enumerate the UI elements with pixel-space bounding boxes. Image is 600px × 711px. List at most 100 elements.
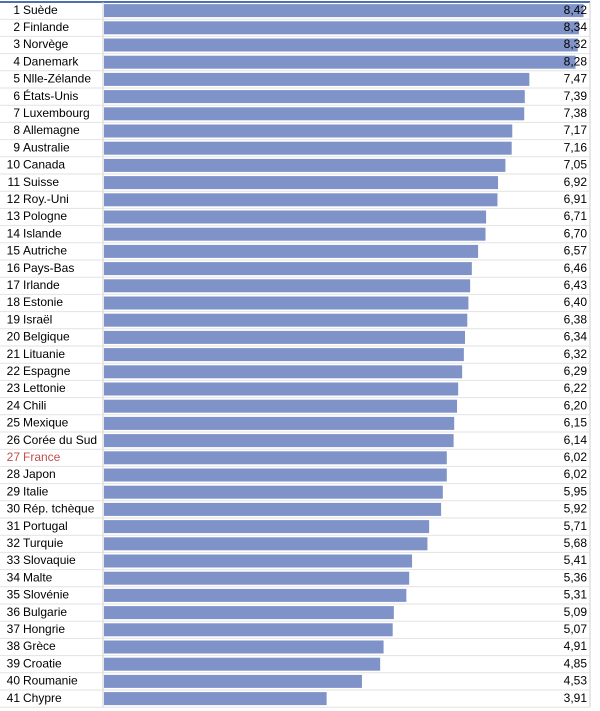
- country-label: Norvège: [23, 37, 69, 51]
- country-label: Grèce: [23, 639, 56, 653]
- value-label: 6,92: [564, 175, 588, 189]
- rank: 9: [13, 140, 20, 154]
- bar: [104, 451, 447, 465]
- country-label: Roy.-Uni: [23, 192, 69, 206]
- rank: 17: [7, 278, 21, 292]
- value-label: 6,02: [564, 450, 588, 464]
- rank: 19: [7, 312, 21, 326]
- value-label: 3,91: [564, 691, 588, 705]
- rank: 29: [7, 484, 21, 498]
- country-label: Estonie: [23, 295, 63, 309]
- bar: [104, 348, 464, 362]
- bar: [104, 279, 471, 293]
- value-label: 7,47: [564, 72, 588, 86]
- country-label: Luxembourg: [23, 106, 90, 120]
- country-label: Finlande: [23, 20, 69, 34]
- country-label: France: [23, 450, 61, 464]
- rank: 20: [7, 330, 21, 344]
- country-label: Rép. tchèque: [23, 502, 95, 516]
- bar: [104, 520, 430, 534]
- rank: 2: [13, 20, 20, 34]
- bar: [104, 227, 486, 241]
- value-label: 6,20: [564, 398, 588, 412]
- rank: 40: [7, 674, 21, 688]
- country-label: Turquie: [23, 536, 64, 550]
- bar: [104, 674, 362, 688]
- rank: 22: [7, 364, 21, 378]
- value-label: 7,39: [564, 89, 588, 103]
- value-label: 6,22: [564, 381, 588, 395]
- bar: [104, 124, 513, 138]
- value-label: 4,85: [564, 656, 588, 670]
- bar: [104, 262, 472, 276]
- bar: [104, 657, 381, 671]
- rank: 5: [13, 72, 20, 86]
- rank: 16: [7, 261, 21, 275]
- bar: [104, 399, 458, 413]
- rank: 35: [7, 588, 21, 602]
- country-label: Corée du Sud: [23, 433, 97, 447]
- value-label: 5,71: [564, 519, 588, 533]
- country-label: Islande: [23, 226, 62, 240]
- rank: 34: [7, 570, 21, 584]
- rank: 39: [7, 656, 21, 670]
- value-label: 5,36: [564, 570, 588, 584]
- value-label: 4,53: [564, 674, 588, 688]
- bar: [104, 640, 384, 654]
- value-label: 5,92: [564, 502, 588, 516]
- bar: [104, 176, 499, 190]
- value-label: 4,91: [564, 639, 588, 653]
- bar: [104, 330, 466, 344]
- bar: [104, 193, 498, 207]
- value-label: 6,02: [564, 467, 588, 481]
- value-label: 6,15: [564, 416, 588, 430]
- rank: 15: [7, 244, 21, 258]
- country-label: Lettonie: [23, 381, 66, 395]
- value-label: 8,42: [564, 3, 588, 17]
- country-label: Canada: [23, 158, 65, 172]
- country-label: Hongrie: [23, 622, 65, 636]
- rank: 24: [7, 398, 21, 412]
- country-label: Slovénie: [23, 588, 69, 602]
- value-label: 5,31: [564, 588, 588, 602]
- bar: [104, 313, 468, 327]
- value-label: 5,07: [564, 622, 588, 636]
- country-label: Slovaquie: [23, 553, 76, 567]
- bar: [104, 21, 579, 35]
- value-label: 7,38: [564, 106, 588, 120]
- value-label: 6,70: [564, 226, 588, 240]
- rank: 25: [7, 416, 21, 430]
- rank: 33: [7, 553, 21, 567]
- country-label: Suède: [23, 3, 58, 17]
- bar: [104, 485, 443, 499]
- country-label: Italie: [23, 484, 49, 498]
- country-label: Malte: [23, 570, 53, 584]
- value-label: 6,71: [564, 209, 588, 223]
- rank: 12: [7, 192, 21, 206]
- value-label: 7,16: [564, 140, 588, 154]
- value-label: 6,91: [564, 192, 588, 206]
- value-label: 5,68: [564, 536, 588, 550]
- country-label: Roumanie: [23, 674, 78, 688]
- country-label: Autriche: [23, 244, 67, 258]
- bar: [104, 468, 447, 482]
- country-label: Bulgarie: [23, 605, 67, 619]
- country-label: Pologne: [23, 209, 67, 223]
- bar: [104, 244, 479, 258]
- bar: [104, 55, 576, 69]
- bar: [104, 107, 525, 121]
- country-label: Chili: [23, 398, 46, 412]
- bar: [104, 588, 407, 602]
- rank: 4: [13, 54, 20, 68]
- country-label: Israël: [23, 312, 52, 326]
- rank: 31: [7, 519, 21, 533]
- bar: [104, 606, 394, 620]
- country-label: Japon: [23, 467, 56, 481]
- bar: [104, 382, 459, 396]
- rank: 10: [7, 158, 21, 172]
- bar: [104, 72, 530, 86]
- country-label: Suisse: [23, 175, 59, 189]
- bar: [104, 623, 393, 637]
- value-label: 6,38: [564, 312, 588, 326]
